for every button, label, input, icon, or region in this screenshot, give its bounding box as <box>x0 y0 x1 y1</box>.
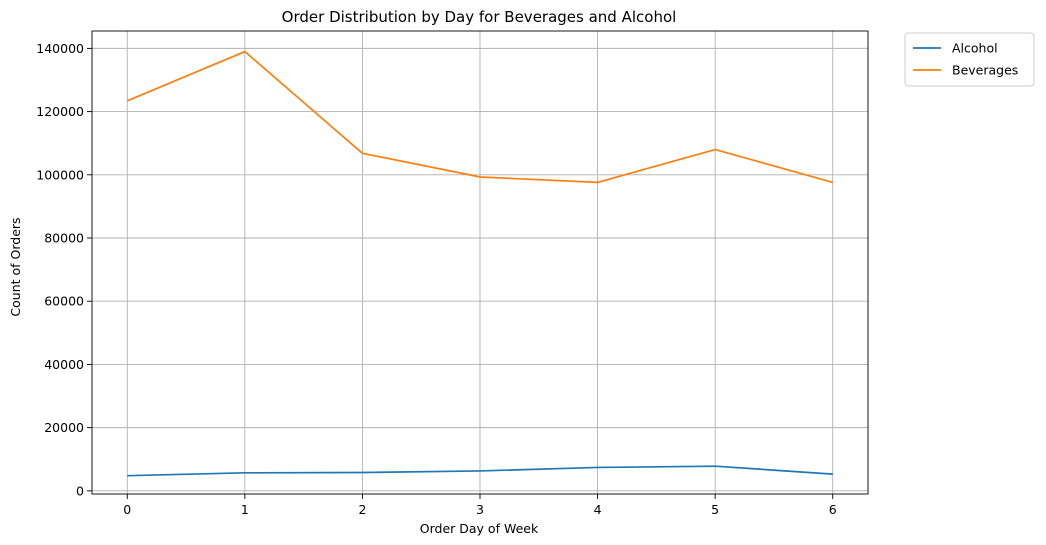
y-tick-label: 0 <box>76 483 84 498</box>
series-line-beverages <box>126 50 833 184</box>
y-axis-label: Count of Orders <box>8 217 23 316</box>
y-tick-label: 140000 <box>36 41 84 56</box>
series-line-alcohol <box>127 465 833 477</box>
y-tick-label: 100000 <box>36 167 84 182</box>
x-tick-label: 4 <box>594 502 602 517</box>
y-axis-ticks: 0 20000 40000 60000 80000 100000 120000 140000 <box>36 41 92 498</box>
y-tick-label: 60000 <box>44 294 84 309</box>
x-tick-label: 0 <box>123 502 131 517</box>
y-tick-label: 20000 <box>44 420 84 435</box>
x-tick-label: 5 <box>711 502 719 517</box>
legend-box <box>904 32 1035 87</box>
y-tick-label: 40000 <box>44 357 84 372</box>
x-axis-label: Order Day of Week <box>420 521 539 536</box>
x-tick-label: 2 <box>358 502 366 517</box>
x-tick-label: 6 <box>829 502 837 517</box>
series-lines <box>126 50 833 477</box>
x-axis-ticks: 0 1 2 3 4 5 6 <box>123 494 837 517</box>
x-tick-label: 1 <box>241 502 249 517</box>
x-tick-label: 3 <box>476 502 484 517</box>
grid-lines <box>92 31 868 494</box>
legend-label-alcohol: Alcohol <box>952 41 998 56</box>
y-tick-label: 120000 <box>36 104 84 119</box>
legend: Alcohol Beverages <box>904 32 1035 87</box>
legend-label-beverages: Beverages <box>952 63 1018 78</box>
chart-title: Order Distribution by Day for Beverages … <box>282 8 677 26</box>
y-tick-label: 80000 <box>44 231 84 246</box>
